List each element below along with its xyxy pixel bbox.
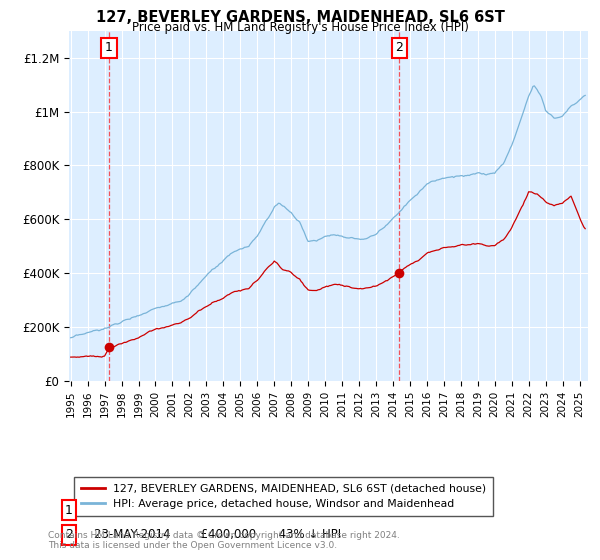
Legend: 127, BEVERLEY GARDENS, MAIDENHEAD, SL6 6ST (detached house), HPI: Average price,: 127, BEVERLEY GARDENS, MAIDENHEAD, SL6 6… (74, 477, 493, 516)
Text: 1: 1 (105, 41, 113, 54)
Text: 23-MAY-2014        £400,000      43% ↓ HPI: 23-MAY-2014 £400,000 43% ↓ HPI (79, 528, 341, 542)
Text: 2: 2 (65, 528, 73, 542)
Text: Price paid vs. HM Land Registry's House Price Index (HPI): Price paid vs. HM Land Registry's House … (131, 21, 469, 34)
Text: 31-MAR-1997        £126,450      37% ↓ HPI: 31-MAR-1997 £126,450 37% ↓ HPI (79, 504, 345, 517)
Text: 1: 1 (65, 504, 73, 517)
Text: 127, BEVERLEY GARDENS, MAIDENHEAD, SL6 6ST: 127, BEVERLEY GARDENS, MAIDENHEAD, SL6 6… (95, 10, 505, 25)
Text: 2: 2 (395, 41, 403, 54)
Text: Contains HM Land Registry data © Crown copyright and database right 2024.
This d: Contains HM Land Registry data © Crown c… (48, 530, 400, 550)
